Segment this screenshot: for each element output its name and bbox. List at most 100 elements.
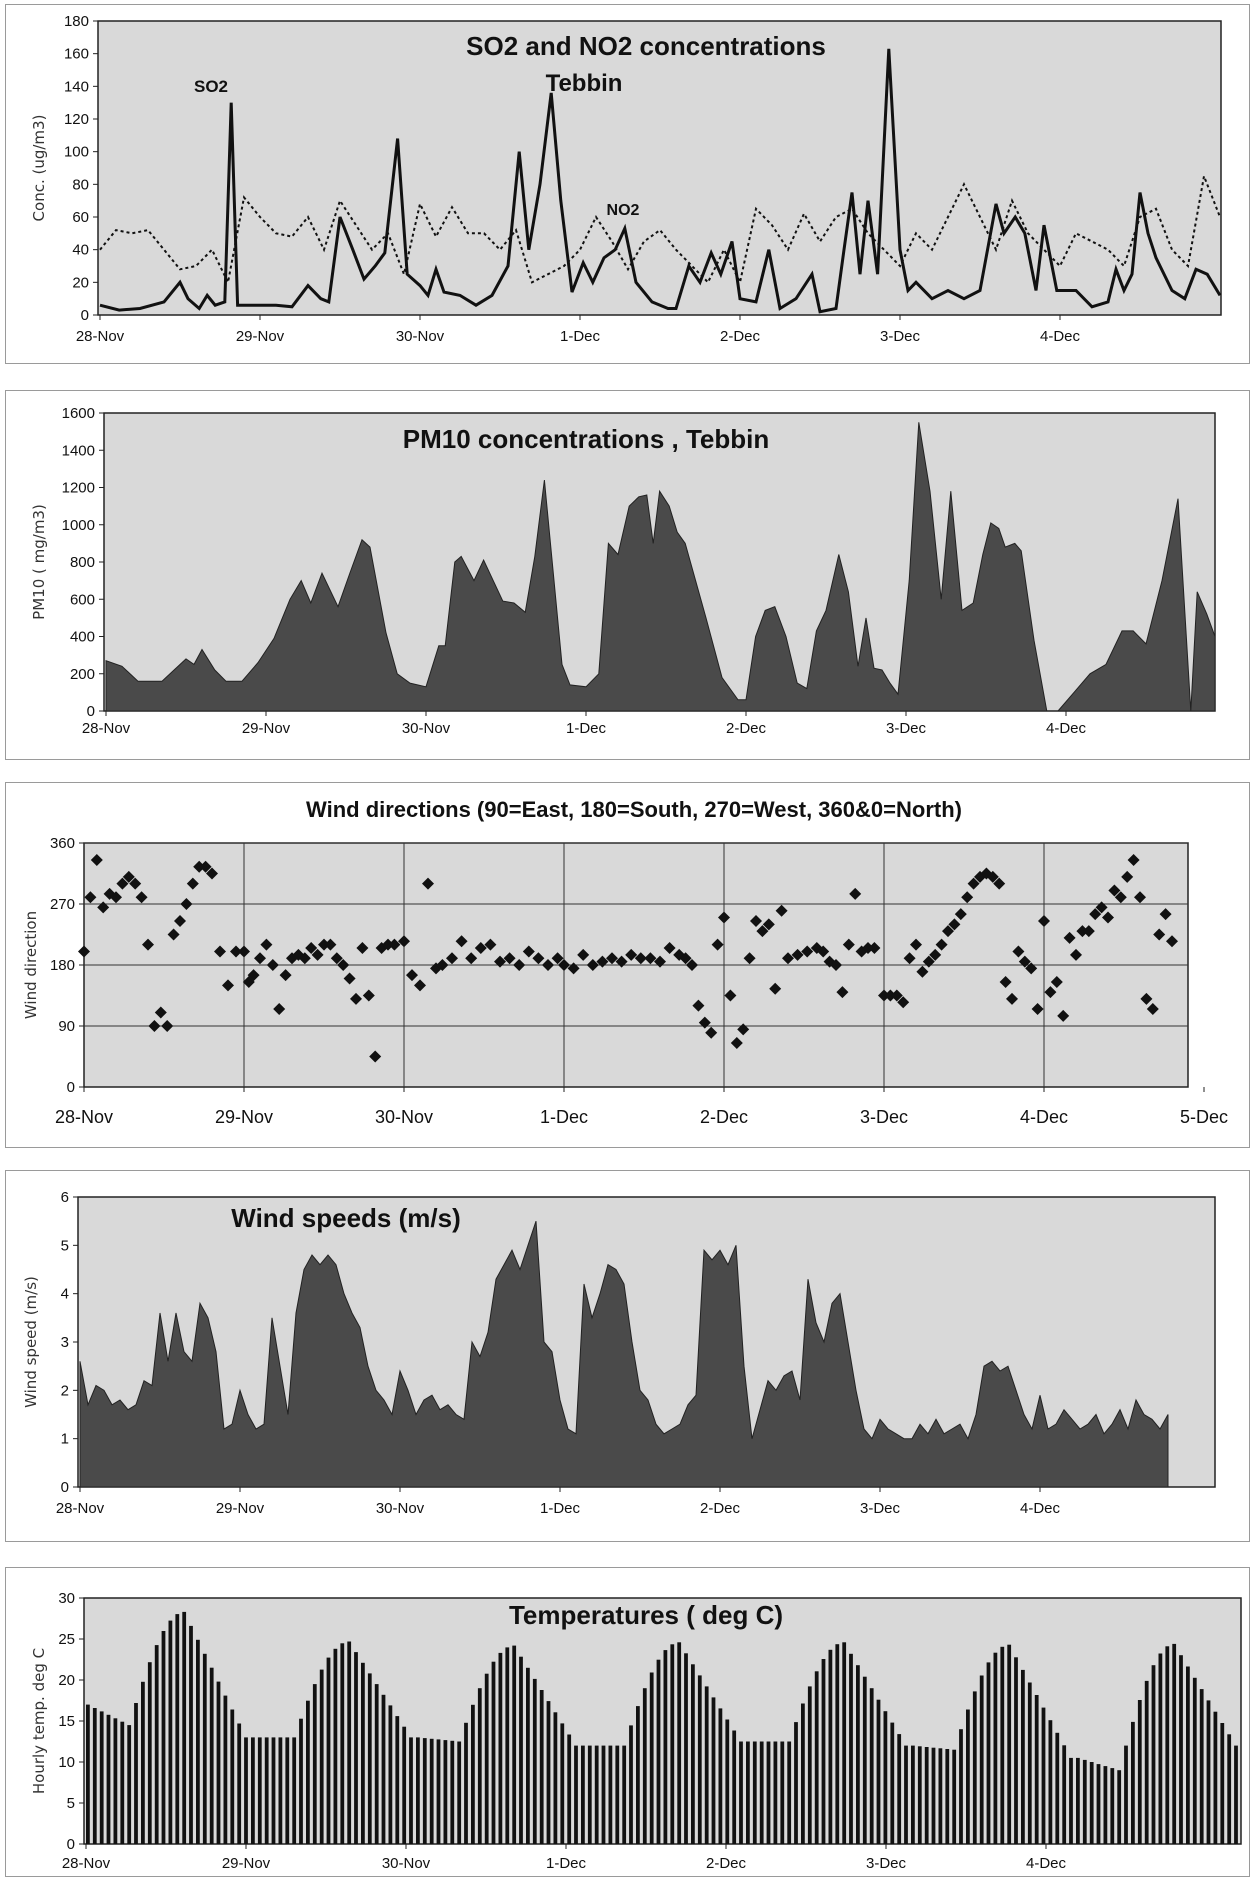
wind-direction-point — [654, 955, 666, 968]
temperature-bar — [230, 1709, 235, 1844]
y-tick-label: 120 — [64, 111, 89, 128]
temperature-bar — [1213, 1711, 1218, 1844]
chart-title: Temperatures ( deg C) — [509, 1600, 783, 1630]
x-tick-label: 30-Nov — [396, 328, 445, 345]
temperature-bar — [196, 1639, 200, 1844]
temperature-bar — [718, 1708, 723, 1844]
wind-direction-point — [836, 986, 849, 999]
temperature-bar — [945, 1749, 950, 1844]
wind-direction-point — [1159, 908, 1172, 921]
temperature-bar — [182, 1611, 187, 1844]
temperature-bar — [924, 1747, 929, 1844]
temperature-bar — [237, 1723, 242, 1844]
y-tick-label: 180 — [50, 957, 75, 974]
wind-direction-point — [180, 898, 193, 910]
temperature-bar — [1144, 1680, 1149, 1844]
x-tick-label: 3-Dec — [886, 720, 927, 737]
temperature-bar — [1021, 1669, 1025, 1844]
wind-direction-point — [692, 999, 705, 1012]
temperature-bar — [931, 1747, 936, 1844]
wind-direction-point — [1089, 908, 1102, 921]
temperature-bar — [856, 1665, 860, 1844]
temperature-bar — [484, 1673, 489, 1844]
wind-direction-chart-panel: 0 90 180 270 360 Wind direction 28-Nov 29-Nov 30… — [5, 782, 1250, 1148]
temperature-bar — [553, 1712, 558, 1844]
wind-direction-point — [724, 989, 737, 1002]
temperature-bar — [175, 1614, 180, 1844]
wind-direction-point — [369, 1050, 382, 1063]
wind-direction-point — [1146, 1003, 1159, 1016]
temperature-bar — [519, 1656, 523, 1844]
temperature-bar — [629, 1725, 633, 1844]
temperature-bar — [656, 1659, 661, 1844]
wind-direction-point — [129, 877, 142, 890]
y-tick-label: 30 — [58, 1590, 75, 1607]
wind-direction-point — [436, 959, 449, 971]
temperature-bar — [471, 1704, 475, 1844]
temperature-bar — [725, 1719, 730, 1844]
x-tick-label: 1-Dec — [546, 1855, 587, 1872]
y-tick-label: 6 — [61, 1189, 69, 1206]
x-tick-label: 4-Dec — [1020, 1500, 1061, 1517]
y-axis-label: PM10 ( mg/m3) — [30, 504, 48, 620]
wind-direction-point — [446, 952, 458, 965]
temperature-bar — [615, 1745, 620, 1844]
temperature-bar — [141, 1681, 145, 1844]
wind-direction-point — [884, 989, 897, 1002]
y-tick-label: 1400 — [62, 442, 95, 459]
wind-direction-point — [551, 952, 564, 965]
temperature-bar — [993, 1652, 998, 1844]
pm10-area — [105, 422, 1216, 712]
temperature-bar — [161, 1631, 166, 1844]
temperature-bar — [787, 1741, 792, 1844]
temperature-bar — [677, 1642, 682, 1844]
wind-direction-point — [161, 1020, 174, 1032]
wind-direction-point — [522, 945, 535, 958]
temperature-bar — [1062, 1745, 1067, 1844]
wind-direction-point — [422, 877, 434, 890]
temperature-bar — [319, 1669, 324, 1844]
x-tick-label: 3-Dec — [860, 1500, 901, 1517]
temperature-bar — [333, 1648, 338, 1844]
temperature-bar — [395, 1716, 400, 1844]
temperature-bar — [464, 1722, 468, 1844]
wind-direction-point — [484, 938, 497, 951]
x-tick-label: 28-Nov — [62, 1855, 111, 1872]
wind-direction-point — [78, 945, 90, 958]
x-tick-label: 3-Dec — [880, 328, 921, 345]
chart-title: SO2 and NO2 concentrations — [466, 31, 826, 61]
temperature-bar — [601, 1745, 606, 1844]
temperature-bar — [966, 1709, 970, 1844]
x-tick-label: 29-Nov — [222, 1855, 271, 1872]
y-tick-label: 400 — [70, 629, 95, 646]
temperature-bar — [202, 1653, 207, 1844]
chart-title: PM10 concentrations , Tebbin — [403, 424, 769, 454]
wind-direction-point — [513, 959, 526, 971]
wind-direction-point — [967, 877, 980, 890]
temperature-bar — [264, 1737, 269, 1844]
temperature-bar — [257, 1737, 262, 1844]
y-tick-label: 0 — [61, 1479, 69, 1496]
wind-direction-point — [330, 952, 343, 965]
y-tick-label: 800 — [70, 554, 95, 571]
wind-direction-point — [567, 962, 580, 975]
wind-direction-point — [337, 959, 350, 971]
wind-direction-point — [247, 969, 260, 982]
temperature-bar — [649, 1672, 654, 1844]
temperature-bar — [849, 1653, 853, 1844]
pm10-chart: 0 200 400 600 800 1000 1200 1400 1600 PM10 ( mg/m… — [30, 405, 1216, 737]
temperature-bar — [491, 1661, 496, 1844]
temperature-bar — [979, 1675, 984, 1844]
temperature-bar — [1179, 1655, 1183, 1844]
wind-direction-point — [199, 860, 212, 873]
y-axis-label: Wind speed (m/s) — [22, 1276, 40, 1408]
temperature-bar — [92, 1708, 97, 1844]
wind-direction-point — [311, 948, 324, 961]
wind-direction-point — [356, 942, 369, 955]
wind-direction-point — [801, 945, 814, 958]
wind-direction-point — [916, 965, 929, 978]
y-tick-label: 40 — [72, 242, 89, 259]
x-tick-label: 2-Dec — [700, 1107, 748, 1127]
wind-direction-point — [273, 1003, 286, 1016]
wind-speed-chart-panel: 0 1 2 3 4 5 6 Wind speed (m/s) 28-Nov 29-Nov 30-No… — [5, 1170, 1250, 1542]
